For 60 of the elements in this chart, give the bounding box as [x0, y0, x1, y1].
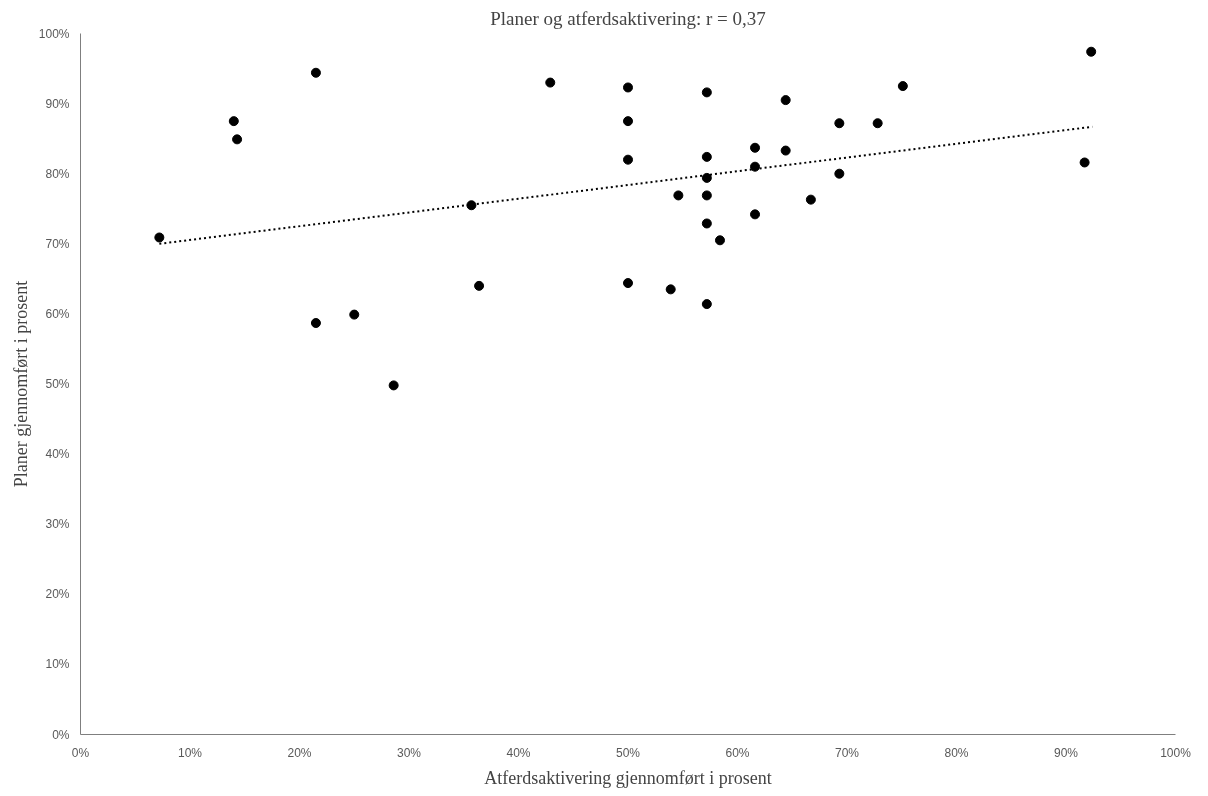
- y-tick-label: 40%: [45, 447, 70, 462]
- point: [310, 67, 321, 78]
- y-tick-label: 20%: [45, 587, 70, 602]
- point: [701, 190, 712, 201]
- x-tick-label: 60%: [725, 745, 750, 760]
- point: [1079, 157, 1090, 168]
- point: [780, 95, 791, 106]
- point: [701, 87, 712, 98]
- point: [750, 161, 761, 172]
- point: [750, 142, 761, 153]
- x-tick-label: 0%: [71, 745, 90, 760]
- point: [872, 118, 883, 129]
- point: [466, 200, 477, 211]
- point: [665, 284, 676, 295]
- y-tick-label: 90%: [45, 96, 70, 111]
- point: [834, 118, 845, 129]
- point: [805, 194, 816, 205]
- point: [750, 209, 761, 220]
- point: [834, 168, 845, 179]
- point: [623, 278, 633, 289]
- point: [701, 299, 712, 310]
- point: [349, 309, 360, 320]
- y-tick-label: 50%: [45, 377, 70, 391]
- y-tick-label: 80%: [45, 166, 70, 181]
- point: [474, 280, 485, 291]
- point: [154, 232, 165, 243]
- point: [623, 116, 633, 127]
- point: [310, 318, 321, 328]
- x-tick-label: 90%: [1053, 745, 1079, 760]
- y-tick-label: 10%: [45, 657, 70, 672]
- y-axis-title: Planer gjennomført i prosent: [10, 280, 31, 488]
- point: [228, 116, 239, 127]
- point: [545, 77, 556, 88]
- point: [780, 145, 791, 156]
- point: [701, 172, 712, 183]
- y-tick-label: 30%: [45, 517, 70, 532]
- point: [623, 82, 633, 93]
- chart-title: Planer og atferdsaktivering: r = 0,37: [490, 7, 766, 29]
- x-tick-label: 100%: [1160, 745, 1192, 760]
- point: [1086, 46, 1097, 57]
- x-tick-label: 40%: [506, 745, 531, 760]
- point: [714, 235, 725, 246]
- x-axis-title: Atferdsaktivering gjennomført i prosent: [484, 767, 772, 788]
- y-tick-label: 100%: [38, 26, 70, 41]
- x-tick-label: 50%: [615, 745, 641, 760]
- point: [897, 81, 908, 92]
- x-tick-label: 70%: [834, 745, 860, 760]
- point: [232, 134, 243, 145]
- x-tick-label: 20%: [287, 745, 312, 760]
- x-tick-label: 10%: [177, 745, 203, 760]
- point: [623, 154, 633, 165]
- point: [701, 218, 712, 229]
- point: [701, 151, 712, 162]
- y-tick-label: 0%: [52, 727, 70, 742]
- x-tick-label: 80%: [944, 745, 969, 760]
- x-tick-label: 30%: [396, 745, 422, 760]
- y-tick-label: 60%: [45, 306, 70, 321]
- point: [673, 190, 684, 201]
- point: [388, 380, 399, 391]
- y-tick-label: 70%: [45, 236, 70, 251]
